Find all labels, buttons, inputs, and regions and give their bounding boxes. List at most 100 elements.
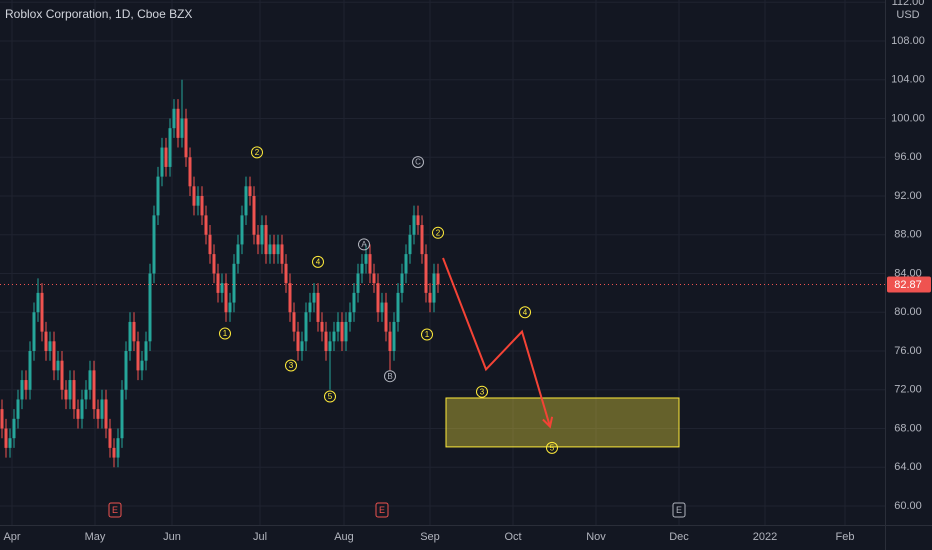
candle-body xyxy=(288,283,292,313)
candle-body xyxy=(24,380,28,390)
wave-marker xyxy=(546,441,558,454)
wave-label: 4 xyxy=(523,308,528,317)
candle-body xyxy=(200,195,204,216)
y-tick-label: 80.00 xyxy=(894,306,922,318)
candle-body xyxy=(404,254,408,274)
candle-body xyxy=(264,225,268,255)
candle-body xyxy=(76,409,80,419)
candle-body xyxy=(240,215,244,245)
candle-body xyxy=(308,302,312,313)
candle-body xyxy=(376,283,380,313)
x-tick-label: Oct xyxy=(504,531,521,543)
candle-body xyxy=(112,447,116,458)
candle-body xyxy=(120,389,124,439)
candle-body xyxy=(56,360,60,371)
y-tick-label: 96.00 xyxy=(894,151,922,163)
candle-body xyxy=(416,215,420,226)
candle-body xyxy=(132,321,136,342)
candle-body xyxy=(28,351,32,390)
wave-marker xyxy=(285,359,297,372)
candle-body xyxy=(92,370,96,410)
candle-body xyxy=(260,225,264,245)
candle-body xyxy=(96,409,100,419)
candle-body xyxy=(160,147,164,177)
wave-marker xyxy=(358,238,370,251)
candle-body xyxy=(252,195,256,235)
candle-body xyxy=(212,254,216,274)
candle-body xyxy=(12,418,16,439)
x-tick-label: Jul xyxy=(253,531,267,543)
candle-body xyxy=(104,399,108,429)
candle-body xyxy=(248,186,252,196)
candle-body xyxy=(180,118,184,138)
y-tick-label: 72.00 xyxy=(894,384,922,396)
candle-body xyxy=(364,254,368,264)
y-tick-label: 112.00 xyxy=(892,0,925,8)
wave-marker xyxy=(519,306,531,319)
x-tick-label: May xyxy=(85,531,106,543)
candle-body xyxy=(172,108,176,129)
wave-label: 3 xyxy=(480,387,485,396)
wave-label: 4 xyxy=(316,257,321,266)
x-tick-label: Apr xyxy=(3,531,20,543)
candle-body xyxy=(8,438,12,448)
candle-body xyxy=(320,321,324,332)
last-price-box xyxy=(887,276,931,293)
candle-body xyxy=(228,302,232,313)
candle-body xyxy=(60,360,64,390)
wave-label: 5 xyxy=(328,392,333,401)
candle-body xyxy=(224,283,228,313)
x-tick-label: Feb xyxy=(836,531,855,543)
candle-body xyxy=(36,292,40,313)
candle-body xyxy=(40,292,44,332)
candle-body xyxy=(20,380,24,400)
wave-label: B xyxy=(387,372,392,381)
candle-body xyxy=(372,273,376,284)
y-tick-label: 104.00 xyxy=(891,74,925,86)
candle-body xyxy=(204,215,208,235)
candle-body xyxy=(0,409,4,429)
candle-body xyxy=(136,341,140,371)
target-zone xyxy=(445,397,680,448)
candle-body xyxy=(412,215,416,235)
wave-marker xyxy=(432,226,444,239)
wave-label: 2 xyxy=(255,148,260,157)
candle-body xyxy=(44,331,48,352)
wave-marker xyxy=(219,327,231,340)
candle-body xyxy=(384,302,388,332)
candle-body xyxy=(336,321,340,332)
candle-body xyxy=(64,389,68,400)
candle-body xyxy=(408,234,412,255)
candle-body xyxy=(304,312,308,342)
candle-body xyxy=(188,157,192,187)
x-tick-label: 2022 xyxy=(753,531,777,543)
wave-marker xyxy=(476,385,488,398)
candle-body xyxy=(128,321,132,352)
candle-body xyxy=(232,263,236,303)
candle-body xyxy=(236,244,240,264)
candle-body xyxy=(168,128,172,167)
wave-label: 1 xyxy=(223,329,228,338)
y-tick-label: 76.00 xyxy=(894,345,922,357)
candle-body xyxy=(52,341,56,371)
wave-marker xyxy=(251,146,263,159)
candle-body xyxy=(68,380,72,400)
chart-title: Roblox Corporation, 1D, Cboe BZX xyxy=(5,7,192,21)
y-tick-label: 84.00 xyxy=(894,267,922,279)
candle-body xyxy=(388,331,392,352)
candle-body xyxy=(312,292,316,303)
candle-body xyxy=(344,321,348,342)
x-tick-label: Jun xyxy=(163,531,181,543)
y-tick-label: 88.00 xyxy=(894,229,922,241)
wave-label: A xyxy=(361,240,367,249)
candle-body xyxy=(124,351,128,390)
candle-body xyxy=(328,341,332,352)
candle-body xyxy=(424,254,428,293)
earnings-marker xyxy=(108,502,122,518)
candle-body xyxy=(100,399,104,419)
candle-body xyxy=(176,108,180,138)
candle-body xyxy=(348,312,352,322)
